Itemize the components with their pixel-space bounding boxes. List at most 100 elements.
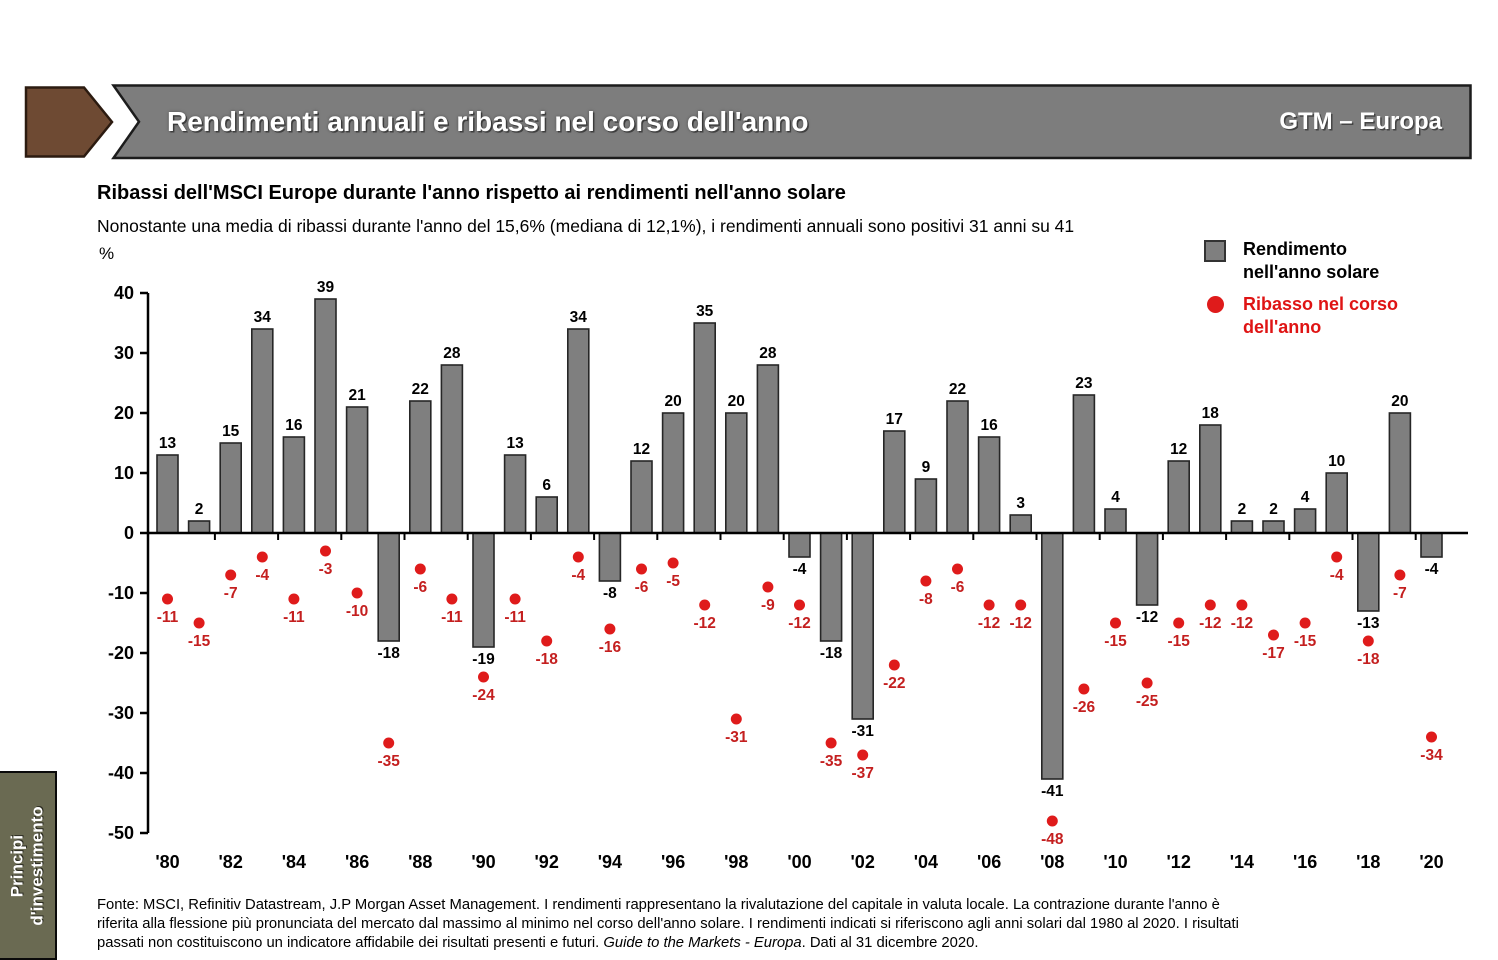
dot-label-1995: -6 (635, 579, 649, 596)
dot-2016 (1299, 617, 1311, 629)
dot-2007 (1015, 599, 1027, 611)
x-axis-label-04: '04 (914, 852, 938, 872)
source-footnote: Fonte: MSCI, Refinitiv Datastream, J.P M… (97, 896, 1257, 953)
x-axis-label-12: '12 (1167, 852, 1191, 872)
dot-1997 (699, 599, 711, 611)
section-tab-label: Principi d'investimento (7, 773, 48, 959)
dot-label-2006: -12 (978, 615, 1000, 632)
dot-label-1986: -10 (346, 603, 368, 620)
bar-1988 (408, 400, 432, 534)
dot-label-2017: -4 (1330, 567, 1344, 584)
dot-label-1993: -4 (571, 567, 585, 584)
bar-label-1981: 2 (195, 501, 204, 518)
bar-scatter-chart: 403020100-10-20-30-40-501321534163921-18… (108, 279, 1468, 872)
bar-label-2016: 4 (1301, 489, 1310, 506)
dot-2000 (794, 599, 805, 611)
dot-label-1991: -11 (504, 609, 526, 626)
dot-label-1988: -6 (413, 579, 427, 596)
page-title: Rendimenti annuali e ribassi nel corso d… (167, 106, 809, 137)
x-axis-label-86: '86 (345, 852, 369, 872)
dot-label-2004: -8 (919, 591, 933, 608)
dot-label-1992: -18 (535, 651, 558, 668)
bar-label-2015: 2 (1269, 501, 1278, 518)
dot-label-1984: -11 (283, 609, 305, 626)
dot-label-1998: -31 (725, 729, 748, 746)
bar-label-1997: 35 (696, 303, 714, 320)
bar-1983 (251, 328, 274, 534)
dot-2019 (1394, 569, 1406, 581)
bar-1985 (314, 298, 337, 534)
y-tick-label: -40 (108, 763, 134, 783)
dot-label-1990: -24 (472, 687, 495, 704)
bar-2012 (1167, 460, 1190, 534)
bar-1999 (756, 364, 780, 534)
bar-1997 (693, 322, 717, 534)
bar-2006 (977, 436, 1001, 534)
bar-2003 (882, 430, 906, 534)
y-tick-label: -30 (108, 703, 134, 723)
bar-1980 (156, 454, 179, 534)
bar-label-2006: 16 (980, 417, 998, 434)
bar-2000 (788, 532, 811, 558)
dot-2012 (1173, 617, 1185, 629)
dot-2013 (1204, 599, 1216, 611)
dot-label-1981: -15 (188, 633, 211, 650)
dot-label-2013: -12 (1199, 615, 1221, 632)
bar-2001 (819, 532, 843, 642)
dot-label-2007: -12 (1009, 615, 1031, 632)
dot-2015 (1268, 629, 1279, 641)
x-axis-label-08: '08 (1040, 852, 1064, 872)
dot-2008 (1046, 815, 1058, 827)
x-axis-label-98: '98 (724, 852, 748, 872)
dot-label-1987: -35 (377, 753, 400, 770)
bar-label-2014: 2 (1238, 501, 1247, 518)
y-tick-label: 10 (114, 463, 134, 483)
dot-label-1982: -7 (224, 585, 238, 602)
bar-label-1985: 39 (317, 279, 335, 296)
dot-label-2001: -35 (820, 753, 843, 770)
dot-label-2003: -22 (883, 675, 905, 692)
bar-1982 (219, 442, 242, 534)
dot-label-1994: -16 (599, 639, 622, 656)
dot-label-2019: -7 (1393, 585, 1407, 602)
y-tick-label: 20 (114, 403, 134, 423)
bar-1990 (472, 532, 495, 648)
bar-2009 (1072, 394, 1096, 534)
x-axis-label-80: '80 (155, 852, 179, 872)
bar-label-1983: 34 (254, 309, 272, 326)
dot-2009 (1078, 683, 1090, 695)
dot-2018 (1362, 635, 1374, 647)
y-tick-label: -50 (108, 823, 134, 843)
dot-label-1980: -11 (157, 609, 179, 626)
bar-label-2012: 12 (1170, 441, 1187, 458)
chapter-arrow-icon (24, 86, 114, 158)
x-axis-label-96: '96 (661, 852, 685, 872)
bar-label-2001: -18 (820, 645, 843, 662)
dot-1994 (604, 623, 616, 635)
legend-item-annual-return: Rendimento nell'anno solare (1204, 238, 1434, 284)
y-tick-label: -20 (108, 643, 134, 663)
bar-label-1995: 12 (633, 441, 650, 458)
x-axis-label-10: '10 (1103, 852, 1127, 872)
dot-1987 (383, 737, 395, 749)
dot-2003 (888, 659, 900, 671)
dot-2011 (1141, 677, 1153, 689)
x-axis-label-06: '06 (977, 852, 1001, 872)
legend-item-intra-year-decline: Ribasso nel corso dell'anno (1204, 293, 1434, 339)
bar-2013 (1199, 424, 1222, 534)
bar-2004 (914, 478, 938, 534)
bar-2018 (1357, 532, 1380, 612)
dot-label-2016: -15 (1294, 633, 1317, 650)
bar-2007 (1009, 514, 1033, 534)
chart-subtitle: Nonostante una media di ribassi durante … (97, 216, 1075, 236)
red-dot-icon (1206, 295, 1224, 313)
bar-label-2004: 9 (922, 459, 931, 476)
dot-label-1983: -4 (255, 567, 269, 584)
header-banner: Rendimenti annuali e ribassi nel corso d… (112, 84, 1472, 160)
bar-label-1996: 20 (664, 393, 681, 410)
dot-label-2015: -17 (1262, 645, 1284, 662)
bar-label-2019: 20 (1391, 393, 1408, 410)
bar-label-1986: 21 (348, 387, 366, 404)
dot-1988 (414, 563, 426, 575)
bar-1989 (440, 364, 464, 534)
